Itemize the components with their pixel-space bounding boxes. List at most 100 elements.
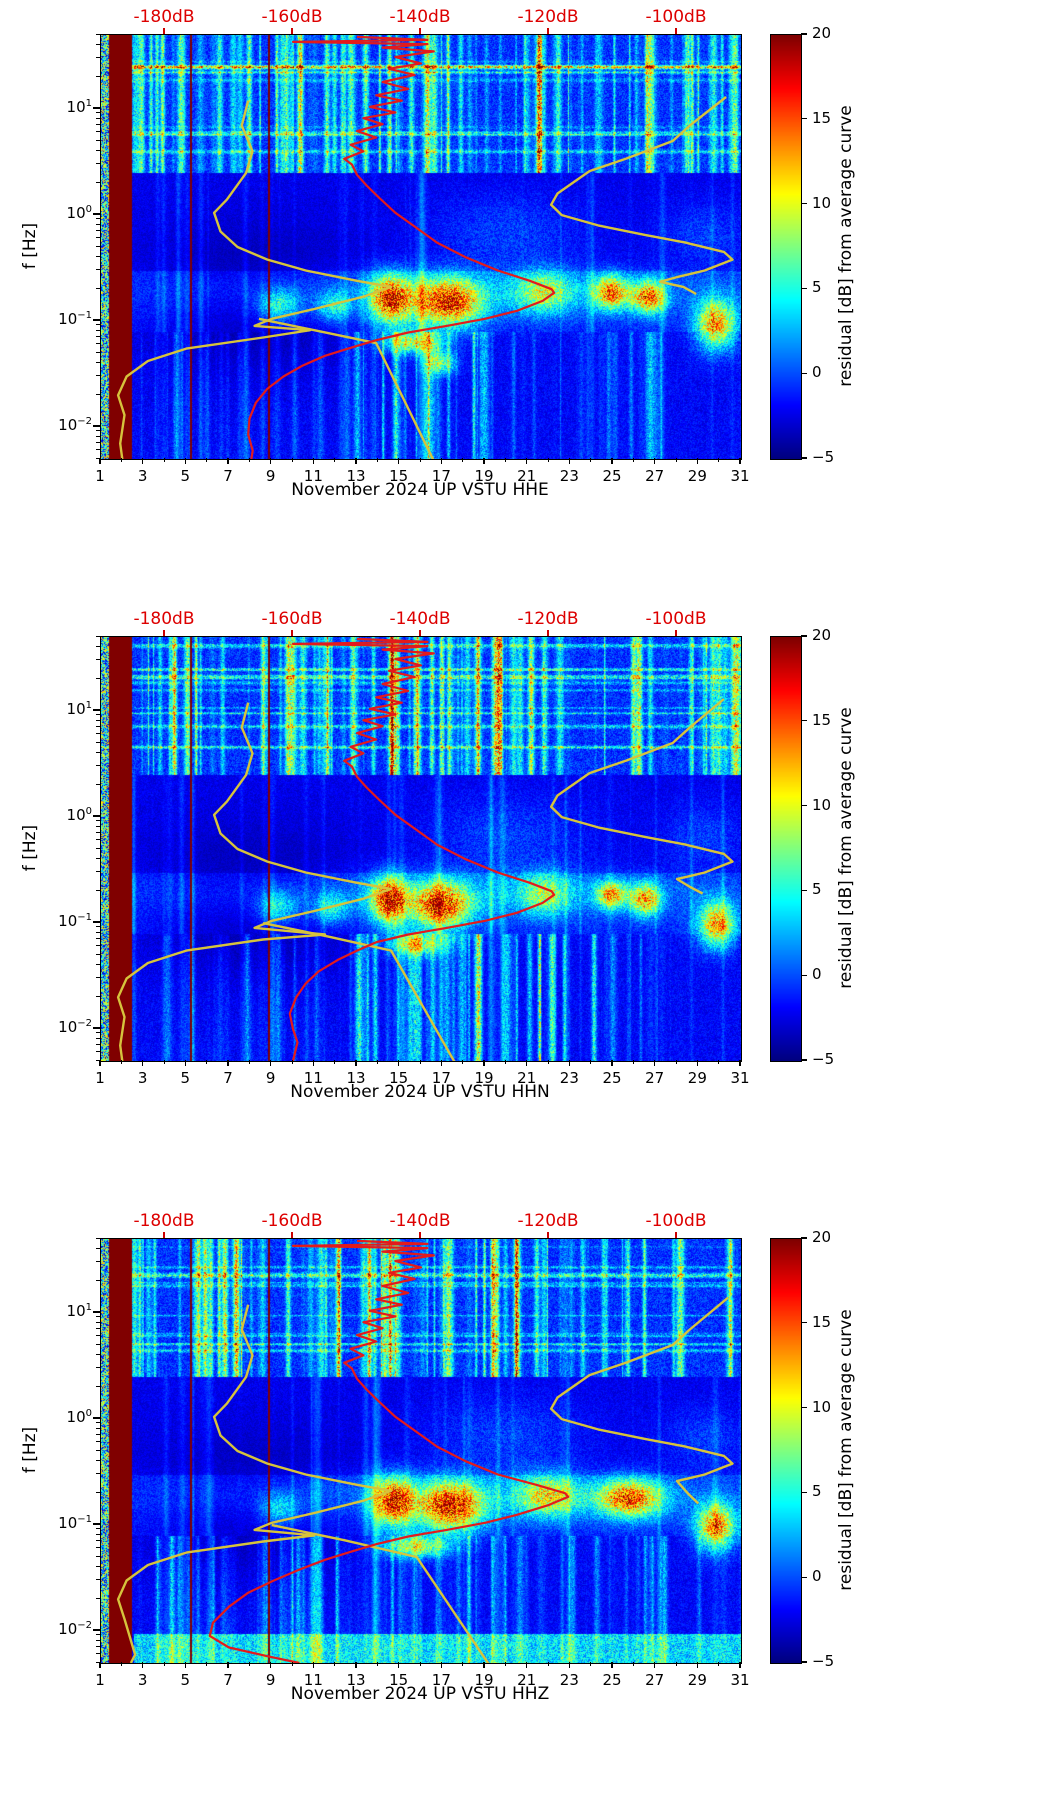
top-db-tick-label: -100dB <box>645 1211 707 1231</box>
x-tick <box>270 1662 272 1668</box>
x-tick-label: 23 <box>559 1671 579 1689</box>
x-minor-tick <box>590 1060 592 1064</box>
x-minor-tick <box>718 1662 720 1666</box>
colorbar-tick-label: 10 <box>812 193 832 212</box>
x-tick-label: 23 <box>559 467 579 485</box>
x-minor-tick <box>675 1662 677 1666</box>
x-tick-label: 1 <box>95 1671 105 1689</box>
x-minor-tick <box>206 1060 208 1064</box>
y-minor-tick <box>96 659 100 661</box>
plot-area <box>100 636 742 1062</box>
y-minor-tick <box>96 351 100 353</box>
top-db-tick <box>163 1232 165 1238</box>
x-tick-label: 17 <box>431 1069 451 1087</box>
x-tick-label: 9 <box>265 1069 276 1087</box>
y-minor-tick <box>96 1343 100 1345</box>
y-minor-tick <box>96 931 100 933</box>
y-minor-tick <box>96 1044 100 1045</box>
top-db-tick <box>419 1232 421 1238</box>
x-minor-tick <box>419 1060 421 1064</box>
top-db-tick <box>547 1232 549 1238</box>
x-tick-label: 25 <box>602 467 622 485</box>
y-tick <box>93 425 100 427</box>
x-minor-tick <box>248 458 250 462</box>
colorbar-tick-label: 15 <box>812 1312 832 1331</box>
y-minor-tick <box>96 1237 100 1239</box>
y-minor-tick <box>96 33 100 35</box>
colorbar-tick <box>801 118 807 120</box>
x-tick-label: 27 <box>645 1069 665 1087</box>
x-tick <box>270 1060 272 1066</box>
y-minor-tick <box>96 953 100 955</box>
y-minor-tick <box>96 430 100 432</box>
top-db-tick <box>675 28 677 34</box>
x-tick-label: 27 <box>645 467 665 485</box>
x-minor-tick <box>718 1060 720 1064</box>
y-minor-tick <box>96 230 100 231</box>
colorbar-tick-label: 10 <box>812 1397 832 1416</box>
x-minor-tick <box>334 1060 336 1064</box>
x-axis-label: November 2024 UP VSTU HHE <box>291 480 549 500</box>
average-psd-curve <box>288 637 556 1061</box>
x-tick <box>312 458 314 464</box>
y-minor-tick <box>96 1385 100 1387</box>
top-db-tick <box>163 28 165 34</box>
top-db-tick-label: -140dB <box>389 609 451 629</box>
x-minor-tick <box>291 458 293 462</box>
x-tick-label: 3 <box>137 1069 148 1087</box>
y-minor-tick <box>96 1434 100 1435</box>
colorbar-tick <box>801 635 807 637</box>
y-tick-label: 100 <box>66 204 92 223</box>
x-tick <box>99 1060 101 1066</box>
x-minor-tick <box>419 458 421 462</box>
top-db-tick-label: -180dB <box>133 7 195 27</box>
colorbar-tick-label: −5 <box>812 448 835 466</box>
spectrogram-heatmap <box>101 35 741 459</box>
y-minor-tick <box>96 1321 100 1323</box>
y-minor-tick <box>96 43 100 45</box>
top-db-tick-label: -120dB <box>517 1211 579 1231</box>
y-minor-tick <box>96 75 100 77</box>
colorbar-tick <box>801 1661 807 1663</box>
x-tick <box>526 458 528 464</box>
y-minor-tick <box>96 324 100 326</box>
top-db-tick-label: -140dB <box>389 7 451 27</box>
y-minor-tick <box>96 237 100 239</box>
overlay-curves <box>116 35 734 459</box>
y-minor-tick <box>96 336 100 337</box>
top-db-tick <box>291 630 293 636</box>
y-minor-tick <box>96 825 100 827</box>
x-tick-label: 5 <box>180 1671 191 1689</box>
y-minor-tick <box>96 820 100 822</box>
x-tick <box>696 1662 698 1668</box>
spectrogram-panel-hhe: f [Hz] November 2024 UP VSTU HHE residua… <box>0 0 1052 602</box>
y-minor-tick <box>96 741 100 743</box>
percentile-curve-diagonal <box>271 1523 490 1663</box>
spectrogram-heatmap <box>101 1239 741 1663</box>
x-minor-tick <box>504 458 506 462</box>
x-tick-label: 29 <box>687 467 707 485</box>
x-tick-label: 15 <box>389 467 409 485</box>
x-tick-label: 31 <box>730 467 750 485</box>
colorbar-tick-label: 15 <box>812 710 832 729</box>
x-tick-label: 21 <box>517 467 537 485</box>
y-minor-tick <box>96 255 100 257</box>
top-db-tick <box>291 1232 293 1238</box>
y-tick <box>93 213 100 215</box>
percentile-curve-left <box>116 1304 393 1663</box>
x-tick <box>440 458 442 464</box>
x-minor-tick <box>590 1662 592 1666</box>
x-minor-tick <box>675 1060 677 1064</box>
y-minor-tick <box>96 1473 100 1475</box>
y-minor-tick <box>96 223 100 225</box>
y-minor-tick <box>96 457 100 459</box>
colorbar-tick <box>801 1407 807 1409</box>
x-tick <box>398 1060 400 1066</box>
x-tick <box>184 1060 186 1066</box>
x-tick-label: 9 <box>265 1671 276 1689</box>
x-tick <box>99 1662 101 1668</box>
y-tick-label: 10−1 <box>58 1514 92 1533</box>
colorbar-gradient <box>771 1239 801 1663</box>
x-minor-tick <box>248 1060 250 1064</box>
x-minor-tick <box>504 1060 506 1064</box>
